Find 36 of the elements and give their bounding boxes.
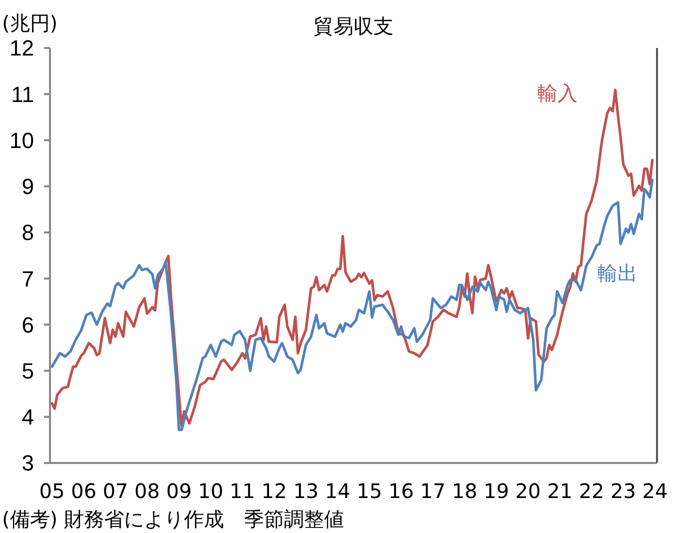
- x-tick-label: 15: [356, 479, 382, 503]
- x-tick-label: 05: [39, 479, 65, 503]
- x-tick-label: 07: [102, 479, 128, 503]
- chart-title: 貿易収支: [314, 14, 394, 38]
- y-tick-label: 3: [22, 450, 34, 476]
- x-tick-label: 16: [388, 479, 414, 503]
- x-tick-label: 09: [166, 479, 192, 503]
- y-tick-label: 10: [10, 128, 34, 153]
- y-tick-label: 11: [11, 82, 34, 107]
- x-tick-label: 10: [198, 479, 224, 503]
- x-tick-label: 11: [230, 479, 256, 503]
- series-label: 輸入: [537, 80, 578, 105]
- x-tick-label: 08: [134, 479, 160, 503]
- y-tick-label: 7: [22, 266, 34, 292]
- series-label: 輸出: [597, 260, 638, 285]
- y-tick-label: 5: [22, 358, 34, 384]
- x-tick-label: 14: [324, 479, 350, 503]
- text: (備考) 財務省により作成 季節調整値: [2, 507, 344, 531]
- x-tick-label: 13: [293, 479, 319, 503]
- line-series: [50, 178, 654, 432]
- x-tick-label: 06: [70, 479, 96, 503]
- y-tick-label: 9: [22, 174, 34, 200]
- y-tick-label: 4: [22, 404, 34, 430]
- x-tick-label: 21: [547, 479, 573, 503]
- x-tick-label: 23: [610, 479, 636, 503]
- x-tick-label: 17: [420, 479, 446, 503]
- y-axis-title: (兆円): [2, 11, 58, 35]
- y-tick-label: 12: [10, 36, 34, 61]
- x-tick-label: 12: [261, 479, 287, 503]
- x-tick-label: 18: [452, 479, 478, 503]
- y-tick-label: 8: [22, 220, 34, 246]
- x-tick-label: 19: [484, 479, 510, 503]
- x-tick-label: 24: [642, 479, 668, 503]
- y-tick-label: 6: [22, 312, 34, 338]
- x-tick-label: 20: [515, 479, 541, 503]
- x-tick-label: 22: [578, 479, 604, 503]
